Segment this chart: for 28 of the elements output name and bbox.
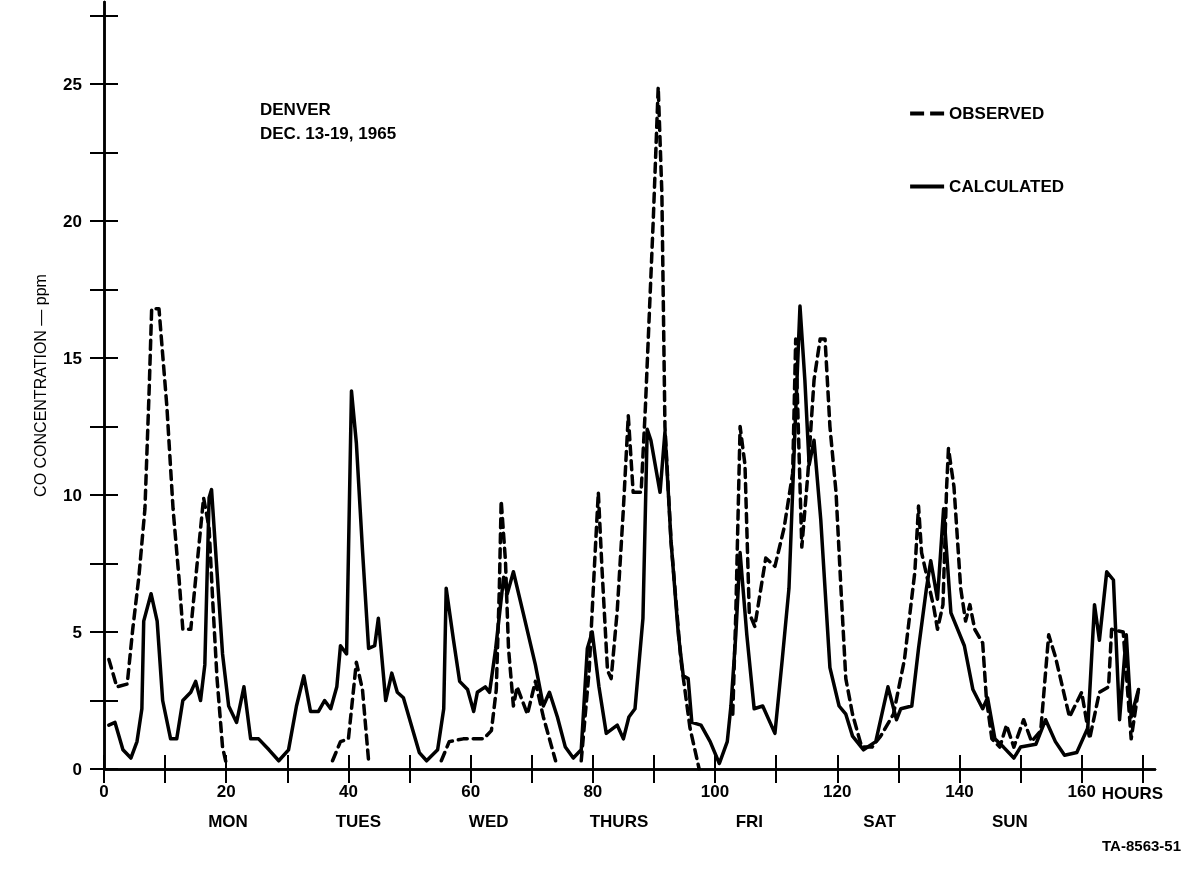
x-axis-title: HOURS [1101, 783, 1164, 803]
x-tick-label: 20 [216, 782, 236, 801]
text: WED [468, 811, 509, 831]
text: MON [208, 811, 248, 831]
x-tick-label: 140 [945, 782, 974, 801]
legend-label: OBSERVED [949, 104, 1045, 123]
text: TA-8563-51 [1102, 837, 1182, 854]
y-tick-label: 5 [72, 622, 82, 642]
text: SAT [863, 811, 897, 831]
legend-label: CALCULATED [949, 177, 1065, 196]
x-tick-label: 60 [461, 782, 481, 801]
x-tick-label: 160 [1067, 782, 1096, 801]
text: TUES [335, 811, 382, 831]
x-tick-label: 120 [823, 782, 852, 801]
text: SUN [992, 811, 1028, 831]
y-tick-label: 15 [63, 348, 82, 368]
y-tick-label: 10 [63, 485, 82, 505]
x-tick-label: 100 [700, 782, 730, 801]
x-tick-label: 80 [583, 782, 603, 801]
x-tick-label: 0 [99, 782, 109, 801]
text: FRI [735, 811, 764, 831]
text: DENVER DEC. 13-19, 1965 [260, 99, 397, 143]
y-tick-label: 25 [63, 74, 82, 94]
x-tick-label: 40 [338, 782, 358, 801]
y-axis-title: CO CONCENTRATION — ppm [31, 274, 49, 497]
y-tick-label: 20 [63, 211, 82, 231]
text: THURS [589, 811, 649, 831]
y-tick-label: 0 [72, 759, 82, 779]
